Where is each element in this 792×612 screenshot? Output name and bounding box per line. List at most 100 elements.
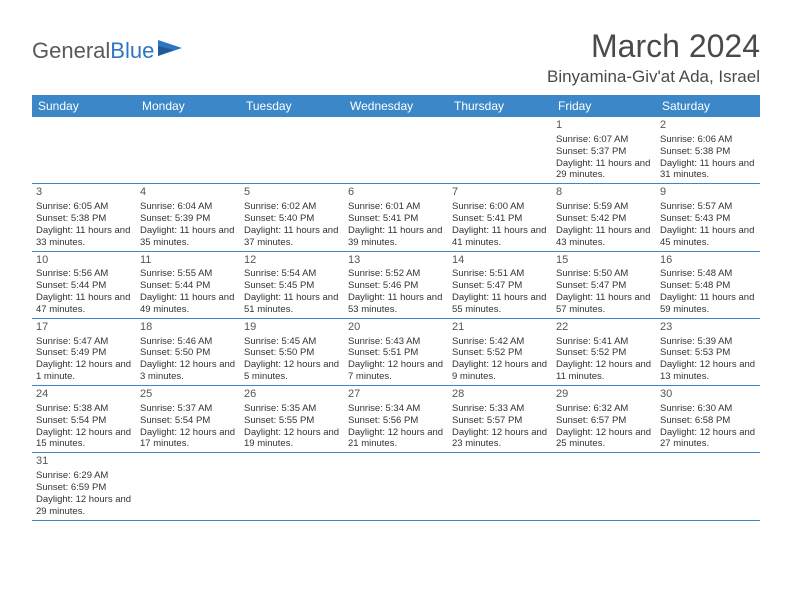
calendar-header-row: Sunday Monday Tuesday Wednesday Thursday… xyxy=(32,95,760,117)
calendar-empty-cell xyxy=(344,117,448,183)
calendar-body: 1Sunrise: 6:07 AMSunset: 5:37 PMDaylight… xyxy=(32,117,760,521)
sunset-line: Sunset: 5:44 PM xyxy=(140,280,236,292)
sunrise-line: Sunrise: 5:51 AM xyxy=(452,268,548,280)
location: Binyamina-Giv'at Ada, Israel xyxy=(547,67,760,87)
day-number: 15 xyxy=(556,254,652,268)
flag-icon xyxy=(158,36,184,62)
weekday-header: Saturday xyxy=(656,95,760,117)
calendar-day-cell: 28Sunrise: 5:33 AMSunset: 5:57 PMDayligh… xyxy=(448,386,552,452)
calendar-day-cell: 2Sunrise: 6:06 AMSunset: 5:38 PMDaylight… xyxy=(656,117,760,183)
day-number: 31 xyxy=(36,455,132,469)
sunset-line: Sunset: 5:55 PM xyxy=(244,415,340,427)
sunrise-line: Sunrise: 5:50 AM xyxy=(556,268,652,280)
sunset-line: Sunset: 5:57 PM xyxy=(452,415,548,427)
day-number: 20 xyxy=(348,321,444,335)
calendar-day-cell: 14Sunrise: 5:51 AMSunset: 5:47 PMDayligh… xyxy=(448,252,552,318)
daylight-line: Daylight: 11 hours and 31 minutes. xyxy=(660,158,756,182)
day-number: 24 xyxy=(36,388,132,402)
daylight-line: Daylight: 11 hours and 53 minutes. xyxy=(348,292,444,316)
daylight-line: Daylight: 11 hours and 43 minutes. xyxy=(556,225,652,249)
sunset-line: Sunset: 5:51 PM xyxy=(348,347,444,359)
daylight-line: Daylight: 12 hours and 25 minutes. xyxy=(556,427,652,451)
calendar-day-cell: 22Sunrise: 5:41 AMSunset: 5:52 PMDayligh… xyxy=(552,319,656,385)
sunrise-line: Sunrise: 5:34 AM xyxy=(348,403,444,415)
day-number: 11 xyxy=(140,254,236,268)
title-block: March 2024 Binyamina-Giv'at Ada, Israel xyxy=(547,28,760,87)
calendar-day-cell: 13Sunrise: 5:52 AMSunset: 5:46 PMDayligh… xyxy=(344,252,448,318)
sunrise-line: Sunrise: 6:05 AM xyxy=(36,201,132,213)
calendar-day-cell: 18Sunrise: 5:46 AMSunset: 5:50 PMDayligh… xyxy=(136,319,240,385)
calendar-empty-cell xyxy=(240,117,344,183)
weekday-header: Wednesday xyxy=(344,95,448,117)
day-number: 6 xyxy=(348,186,444,200)
calendar-day-cell: 1Sunrise: 6:07 AMSunset: 5:37 PMDaylight… xyxy=(552,117,656,183)
sunset-line: Sunset: 5:38 PM xyxy=(660,146,756,158)
day-number: 5 xyxy=(244,186,340,200)
calendar-day-cell: 27Sunrise: 5:34 AMSunset: 5:56 PMDayligh… xyxy=(344,386,448,452)
sunset-line: Sunset: 5:38 PM xyxy=(36,213,132,225)
calendar-day-cell: 16Sunrise: 5:48 AMSunset: 5:48 PMDayligh… xyxy=(656,252,760,318)
calendar-row: 3Sunrise: 6:05 AMSunset: 5:38 PM Daylight… xyxy=(32,184,760,251)
calendar-day-cell: 8Sunrise: 5:59 AMSunset: 5:42 PMDaylight… xyxy=(552,184,656,250)
daylight-line: Daylight: 12 hours and 11 minutes. xyxy=(556,359,652,383)
day-number: 12 xyxy=(244,254,340,268)
day-number: 1 xyxy=(556,119,652,133)
sunset-line: Sunset: 5:46 PM xyxy=(348,280,444,292)
header: GeneralBlue March 2024 Binyamina-Giv'at … xyxy=(32,28,760,87)
calendar-day-cell: 9Sunrise: 5:57 AMSunset: 5:43 PMDaylight… xyxy=(656,184,760,250)
day-number: 2 xyxy=(660,119,756,133)
day-number: 14 xyxy=(452,254,548,268)
sunrise-line: Sunrise: 6:06 AM xyxy=(660,134,756,146)
daylight-line: Daylight: 12 hours and 7 minutes. xyxy=(348,359,444,383)
calendar-day-cell: 12Sunrise: 5:54 AMSunset: 5:45 PMDayligh… xyxy=(240,252,344,318)
day-number: 18 xyxy=(140,321,236,335)
sunrise-line: Sunrise: 5:37 AM xyxy=(140,403,236,415)
day-number: 19 xyxy=(244,321,340,335)
sunset-line: Sunset: 6:58 PM xyxy=(660,415,756,427)
day-number: 21 xyxy=(452,321,548,335)
daylight-line: Daylight: 12 hours and 17 minutes. xyxy=(140,427,236,451)
sunset-line: Sunset: 5:41 PM xyxy=(348,213,444,225)
daylight-line: Daylight: 11 hours and 29 minutes. xyxy=(556,158,652,182)
daylight-line: Daylight: 11 hours and 51 minutes. xyxy=(244,292,340,316)
calendar-empty-cell xyxy=(448,453,552,519)
calendar-day-cell: 29Sunrise: 6:32 AMSunset: 6:57 PMDayligh… xyxy=(552,386,656,452)
calendar-empty-cell xyxy=(448,117,552,183)
sunset-line: Sunset: 5:54 PM xyxy=(36,415,132,427)
sunset-line: Sunset: 5:45 PM xyxy=(244,280,340,292)
calendar-row: 31Sunrise: 6:29 AMSunset: 6:59 PMDayligh… xyxy=(32,453,760,520)
calendar-day-cell: 31Sunrise: 6:29 AMSunset: 6:59 PMDayligh… xyxy=(32,453,136,519)
brand-text-2: Blue xyxy=(110,38,154,64)
sunrise-line: Sunrise: 5:54 AM xyxy=(244,268,340,280)
weekday-header: Monday xyxy=(136,95,240,117)
sunset-line: Sunset: 6:59 PM xyxy=(36,482,132,494)
day-number: 27 xyxy=(348,388,444,402)
sunrise-line: Sunrise: 6:04 AM xyxy=(140,201,236,213)
day-number: 13 xyxy=(348,254,444,268)
calendar-day-cell: 23Sunrise: 5:39 AMSunset: 5:53 PMDayligh… xyxy=(656,319,760,385)
day-number: 3 xyxy=(36,186,132,200)
sunset-line: Sunset: 6:57 PM xyxy=(556,415,652,427)
daylight-line: Daylight: 11 hours and 39 minutes. xyxy=(348,225,444,249)
weekday-header: Tuesday xyxy=(240,95,344,117)
day-number: 16 xyxy=(660,254,756,268)
daylight-line: Daylight: 12 hours and 29 minutes. xyxy=(36,494,132,518)
sunset-line: Sunset: 5:50 PM xyxy=(140,347,236,359)
sunset-line: Sunset: 5:40 PM xyxy=(244,213,340,225)
sunrise-line: Sunrise: 5:45 AM xyxy=(244,336,340,348)
day-number: 17 xyxy=(36,321,132,335)
daylight-line: Daylight: 11 hours and 55 minutes. xyxy=(452,292,548,316)
daylight-line: Daylight: 12 hours and 19 minutes. xyxy=(244,427,340,451)
sunrise-line: Sunrise: 6:00 AM xyxy=(452,201,548,213)
sunset-line: Sunset: 5:53 PM xyxy=(660,347,756,359)
sunrise-line: Sunrise: 5:59 AM xyxy=(556,201,652,213)
daylight-line: Daylight: 12 hours and 23 minutes. xyxy=(452,427,548,451)
weekday-header: Friday xyxy=(552,95,656,117)
daylight-line: Daylight: 11 hours and 49 minutes. xyxy=(140,292,236,316)
day-number: 7 xyxy=(452,186,548,200)
sunrise-line: Sunrise: 5:33 AM xyxy=(452,403,548,415)
calendar-day-cell: 17Sunrise: 5:47 AMSunset: 5:49 PMDayligh… xyxy=(32,319,136,385)
calendar-day-cell: 20Sunrise: 5:43 AMSunset: 5:51 PMDayligh… xyxy=(344,319,448,385)
daylight-line: Daylight: 11 hours and 45 minutes. xyxy=(660,225,756,249)
calendar-day-cell: 5Sunrise: 6:02 AMSunset: 5:40 PMDaylight… xyxy=(240,184,344,250)
